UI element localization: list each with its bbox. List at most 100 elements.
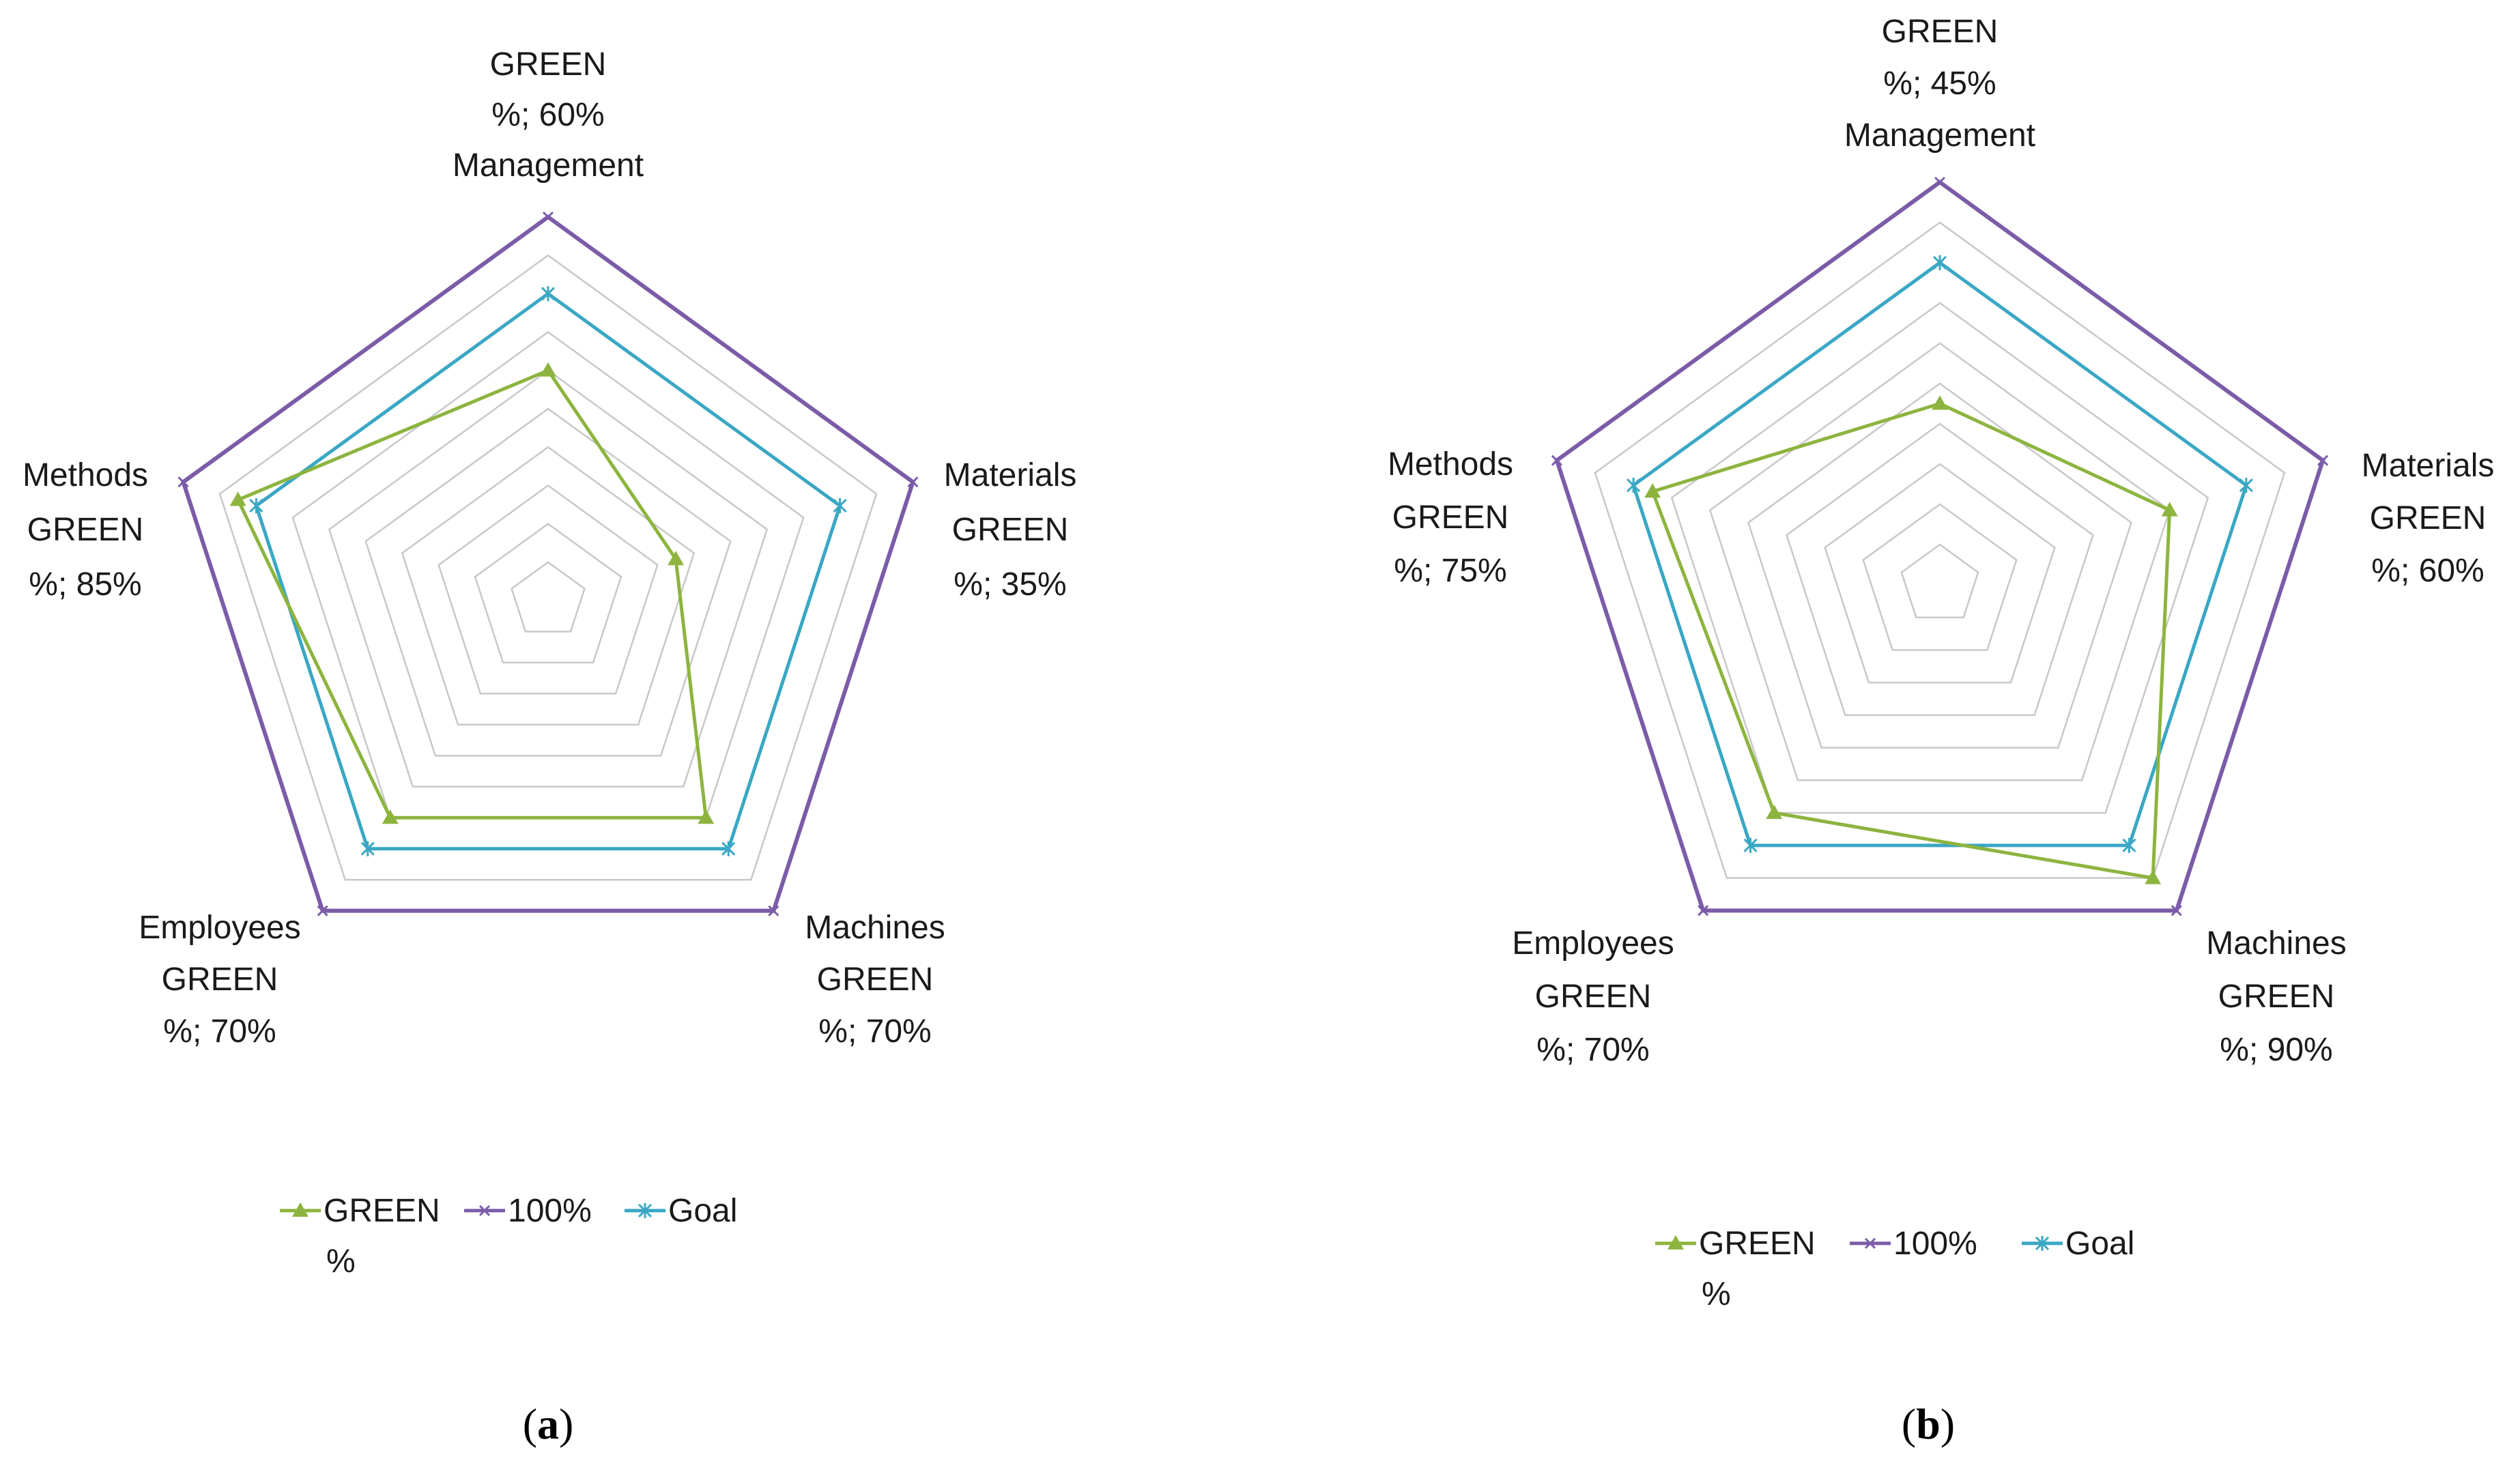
axis-label-line: GREEN	[952, 512, 1069, 548]
axis-label-line: %; 45%	[1883, 66, 1996, 102]
legend-marker-green	[1667, 1235, 1684, 1249]
series-line-green	[235, 368, 708, 820]
data-point-goal-management	[541, 286, 556, 302]
data-point-green-management	[540, 362, 556, 377]
grid-ring	[291, 331, 805, 819]
grid-ring	[1670, 302, 2209, 814]
axis-label-line: Employees	[139, 910, 300, 946]
series-line-goal	[254, 291, 842, 851]
legend-label-full: 100%	[508, 1193, 592, 1229]
legend-item-green: GREEN%	[280, 1193, 440, 1280]
grid-ring	[364, 407, 732, 757]
axis-label-line: Management	[453, 147, 644, 184]
axis-label-line: Materials	[2362, 448, 2495, 484]
data-point-green-employees	[382, 809, 399, 824]
axis-label-line: %; 35%	[954, 566, 1066, 603]
axis-label-line: GREEN	[817, 962, 934, 998]
grid-ring	[1708, 342, 2171, 781]
data-point-full-management	[1934, 176, 1946, 188]
series-green	[1644, 395, 2178, 884]
axis-label-line: %; 70%	[163, 1013, 276, 1050]
panel-caption-a: (a)	[523, 1400, 574, 1448]
legend-label-green-line2: %	[326, 1243, 356, 1280]
grid-ring	[474, 523, 622, 664]
axis-label-line: %; 75%	[1394, 553, 1506, 589]
grid-ring	[1594, 221, 2286, 879]
axis-label-line: GREEN	[27, 512, 144, 548]
grid-ring	[1862, 503, 2018, 651]
data-point-goal-machines	[721, 841, 736, 856]
data-point-green-employees	[1766, 805, 1783, 820]
grid-ring	[1824, 463, 2056, 684]
series-full	[177, 211, 919, 916]
grid-ring	[511, 561, 586, 633]
axis-label-line: Machines	[805, 910, 945, 946]
data-point-goal-management	[1932, 255, 1947, 270]
data-point-green-methods	[229, 491, 246, 506]
data-point-full-machines	[768, 905, 779, 916]
axis-label-line: %; 90%	[2220, 1032, 2332, 1068]
caption-letter: a	[537, 1400, 559, 1448]
axis-label-line: Management	[1844, 117, 2035, 154]
axis-label-line: %; 70%	[1536, 1032, 1649, 1068]
axis-label-line: %; 70%	[818, 1013, 931, 1050]
axis-label-line: GREEN	[2218, 979, 2335, 1015]
grid-ring	[1747, 382, 2133, 749]
legend-label-green: GREEN	[1699, 1226, 1816, 1262]
caption-letter: b	[1916, 1400, 1941, 1448]
data-point-green-materials	[2161, 502, 2178, 517]
axis-label-line: Methods	[1388, 446, 1513, 482]
axis-label-line: GREEN	[162, 962, 278, 998]
series-full	[1551, 176, 2329, 916]
legend-label-goal: Goal	[668, 1193, 737, 1229]
axis-label-employees: Employees GREEN %; 70%	[1512, 925, 1674, 1068]
data-point-full-management	[542, 211, 554, 223]
grid-ring	[218, 254, 878, 881]
caption-close: )	[559, 1400, 573, 1448]
legend-marker-goal	[2035, 1236, 2050, 1251]
series-line-goal	[1631, 260, 2248, 848]
legend-marker-green	[292, 1202, 309, 1217]
axis-label-line: GREEN	[2370, 500, 2487, 536]
data-point-green-machines	[698, 809, 715, 824]
legend-item-green: GREEN%	[1655, 1226, 1816, 1312]
panel-caption-b: (b)	[1902, 1400, 1955, 1448]
data-point-full-materials	[2317, 454, 2329, 466]
data-point-green-methods	[1644, 483, 1661, 498]
data-point-full-methods	[1551, 454, 1562, 466]
legend-marker-full	[1864, 1237, 1876, 1249]
legend: GREEN% 100% Goal	[280, 1193, 737, 1280]
axis-label-employees: Employees GREEN %; 70%	[139, 910, 300, 1050]
legend-item-full: 100%	[1850, 1226, 1977, 1262]
data-point-green-machines	[2145, 869, 2162, 884]
legend-label-green-line2: %	[1702, 1276, 1731, 1312]
caption-open: (	[1902, 1400, 1916, 1448]
axis-label-materials: Materials GREEN %; 60%	[2362, 448, 2495, 589]
grid-ring	[328, 369, 769, 788]
data-point-full-materials	[907, 476, 919, 488]
axis-label-line: %; 60%	[491, 97, 604, 133]
data-point-full-machines	[2171, 905, 2182, 916]
data-point-green-management	[1932, 395, 1948, 410]
grid-ring	[1786, 422, 2094, 717]
caption-close: )	[1941, 1400, 1955, 1448]
legend-item-goal: Goal	[2022, 1226, 2134, 1262]
legend-item-goal: Goal	[625, 1193, 737, 1229]
axis-label-management: GREEN %; 45% Management	[1844, 14, 2035, 154]
data-point-green-materials	[668, 551, 685, 566]
radar-chart-a: GREEN %; 60% Management Materials GREEN %; 35…	[23, 46, 1076, 1448]
axis-label-line: GREEN	[1882, 14, 1999, 50]
data-point-goal-employees	[360, 841, 375, 856]
grid-ring	[1900, 543, 1979, 618]
axis-label-line: Materials	[944, 457, 1077, 493]
data-point-full-methods	[177, 476, 189, 488]
grid-rings	[182, 216, 914, 912]
series-goal	[1627, 255, 2253, 853]
data-point-goal-machines	[2122, 837, 2136, 853]
axis-label-line: Methods	[23, 457, 148, 493]
data-point-goal-materials	[2239, 478, 2253, 493]
legend: GREEN% 100% Goal	[1655, 1226, 2134, 1312]
grid-ring	[255, 292, 842, 850]
axis-label-line: GREEN	[490, 46, 607, 83]
